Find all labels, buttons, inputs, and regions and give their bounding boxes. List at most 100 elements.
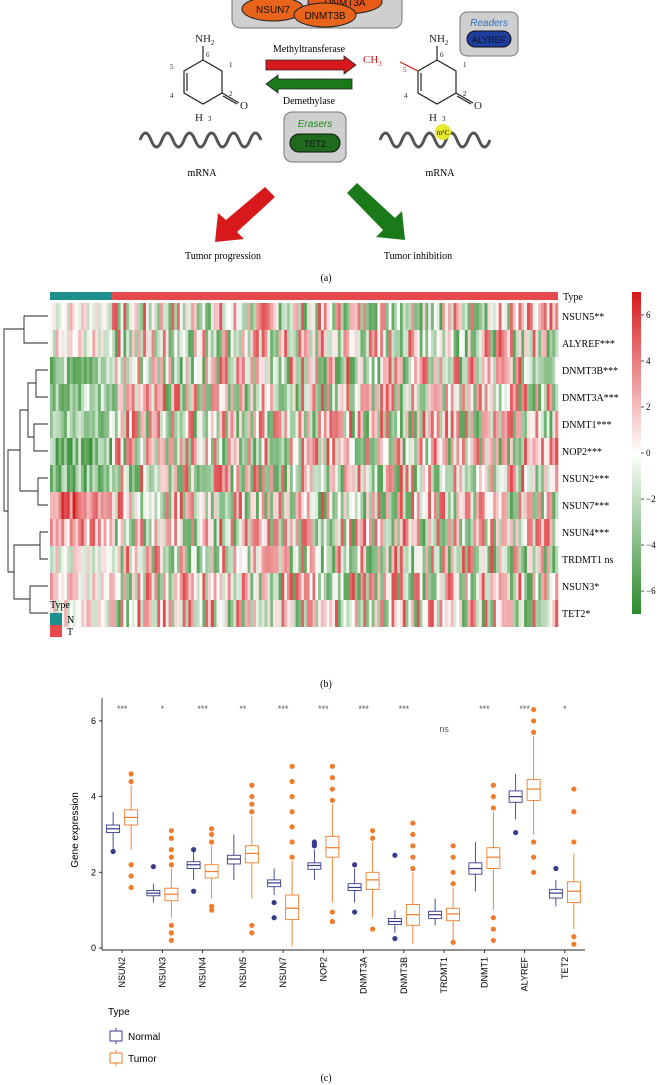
heatmap-cell bbox=[298, 303, 302, 330]
heatmap-cell bbox=[103, 546, 107, 573]
heatmap-cell bbox=[521, 438, 525, 465]
heatmap-cell bbox=[222, 465, 226, 492]
heatmap-cell bbox=[165, 384, 169, 411]
heatmap-cell bbox=[501, 384, 505, 411]
heatmap-cell bbox=[351, 438, 356, 465]
heatmap-cell bbox=[100, 573, 104, 600]
heatmap-cell bbox=[177, 384, 181, 411]
heatmap-cell bbox=[526, 411, 531, 438]
significance-label: *** bbox=[519, 704, 530, 714]
heatmap-cell bbox=[335, 546, 339, 573]
heatmap-cell bbox=[188, 411, 192, 438]
heatmap-cell bbox=[224, 573, 229, 600]
heatmap-cell bbox=[179, 411, 183, 438]
heatmap-cell bbox=[326, 492, 330, 519]
heatmap-cell bbox=[174, 465, 178, 492]
right-h: H bbox=[429, 112, 437, 124]
heatmap-cell bbox=[518, 465, 522, 492]
heatmap-cell bbox=[538, 330, 542, 357]
heatmap-cell bbox=[541, 519, 545, 546]
heatmap-cell bbox=[532, 492, 536, 519]
heatmap-cell bbox=[272, 357, 277, 384]
heatmap-cell bbox=[185, 330, 189, 357]
outlier-point bbox=[329, 909, 335, 915]
heatmap-cell bbox=[106, 546, 110, 573]
heatmap-cell bbox=[129, 330, 133, 357]
significance-label: *** bbox=[479, 704, 490, 714]
heatmap-cell bbox=[391, 357, 395, 384]
heatmap-cell bbox=[106, 384, 110, 411]
heatmap-cell bbox=[501, 330, 505, 357]
heatmap-cell bbox=[50, 330, 54, 357]
heatmap-cell bbox=[391, 438, 395, 465]
heatmap-cell bbox=[236, 600, 240, 627]
heatmap-cell bbox=[284, 357, 288, 384]
outlier-point bbox=[531, 869, 537, 875]
gene-label: DNMT3A*** bbox=[562, 393, 619, 404]
heatmap-cell bbox=[414, 519, 418, 546]
outlier-point bbox=[168, 854, 174, 860]
heatmap-cell bbox=[529, 411, 533, 438]
heatmap-cell bbox=[512, 303, 516, 330]
heatmap-cell bbox=[512, 573, 516, 600]
outlier-point bbox=[209, 839, 215, 845]
heatmap-cell bbox=[366, 438, 370, 465]
heatmap-cell bbox=[371, 465, 375, 492]
heatmap-cell bbox=[72, 303, 76, 330]
heatmap-cell bbox=[366, 411, 370, 438]
heatmap-cell bbox=[140, 438, 144, 465]
heatmap-cell bbox=[123, 330, 127, 357]
heatmap-cell bbox=[391, 519, 395, 546]
heatmap-cell bbox=[55, 384, 59, 411]
heatmap-cell bbox=[295, 546, 299, 573]
heatmap-cell bbox=[329, 465, 333, 492]
heatmap-cell bbox=[75, 492, 79, 519]
heatmap-cell bbox=[374, 330, 378, 357]
heatmap-cell bbox=[154, 303, 158, 330]
heatmap-cell bbox=[143, 600, 147, 627]
heatmap-cell bbox=[162, 519, 167, 546]
heatmap-cell bbox=[363, 519, 367, 546]
heatmap-cell bbox=[120, 303, 124, 330]
heatmap-cell bbox=[431, 357, 435, 384]
heatmap-cell bbox=[304, 357, 308, 384]
significance-label: * bbox=[161, 704, 165, 714]
heatmap-cell bbox=[160, 330, 164, 357]
heatmap-cell bbox=[490, 384, 494, 411]
heatmap-cell bbox=[140, 330, 144, 357]
heatmap-cell bbox=[157, 573, 161, 600]
heatmap-cell bbox=[312, 384, 316, 411]
heatmap-cell bbox=[171, 492, 175, 519]
heatmap-cell bbox=[253, 411, 257, 438]
heatmap-cell bbox=[233, 330, 237, 357]
heatmap-cell bbox=[354, 573, 358, 600]
heatmap-cell bbox=[399, 573, 404, 600]
heatmap-cell bbox=[222, 600, 226, 627]
heatmap-cell bbox=[239, 519, 243, 546]
heatmap-cell bbox=[222, 384, 226, 411]
heatmap-cell bbox=[145, 438, 150, 465]
heatmap-cell bbox=[264, 411, 268, 438]
heatmap-cell bbox=[222, 573, 226, 600]
heatmap-cell bbox=[253, 438, 257, 465]
heatmap-cell bbox=[518, 438, 522, 465]
heatmap-cell bbox=[518, 411, 522, 438]
heatmap-cell bbox=[450, 519, 454, 546]
heatmap-cell bbox=[165, 357, 169, 384]
heatmap-cell bbox=[399, 546, 404, 573]
heatmap-cell bbox=[456, 357, 460, 384]
heatmap-cell bbox=[360, 330, 364, 357]
heatmap-cell bbox=[326, 600, 330, 627]
heatmap-cell bbox=[281, 546, 285, 573]
heatmap-cell bbox=[58, 519, 62, 546]
heatmap-cell bbox=[188, 546, 192, 573]
heatmap-cell bbox=[487, 465, 491, 492]
heatmap-cell bbox=[112, 492, 116, 519]
heatmap-cell bbox=[510, 303, 514, 330]
heatmap-cell bbox=[447, 573, 452, 600]
heatmap-cell bbox=[399, 357, 404, 384]
heatmap-cell bbox=[332, 519, 336, 546]
heatmap-cell bbox=[78, 438, 82, 465]
heatmap-cell bbox=[210, 411, 214, 438]
heatmap-cell bbox=[188, 492, 192, 519]
